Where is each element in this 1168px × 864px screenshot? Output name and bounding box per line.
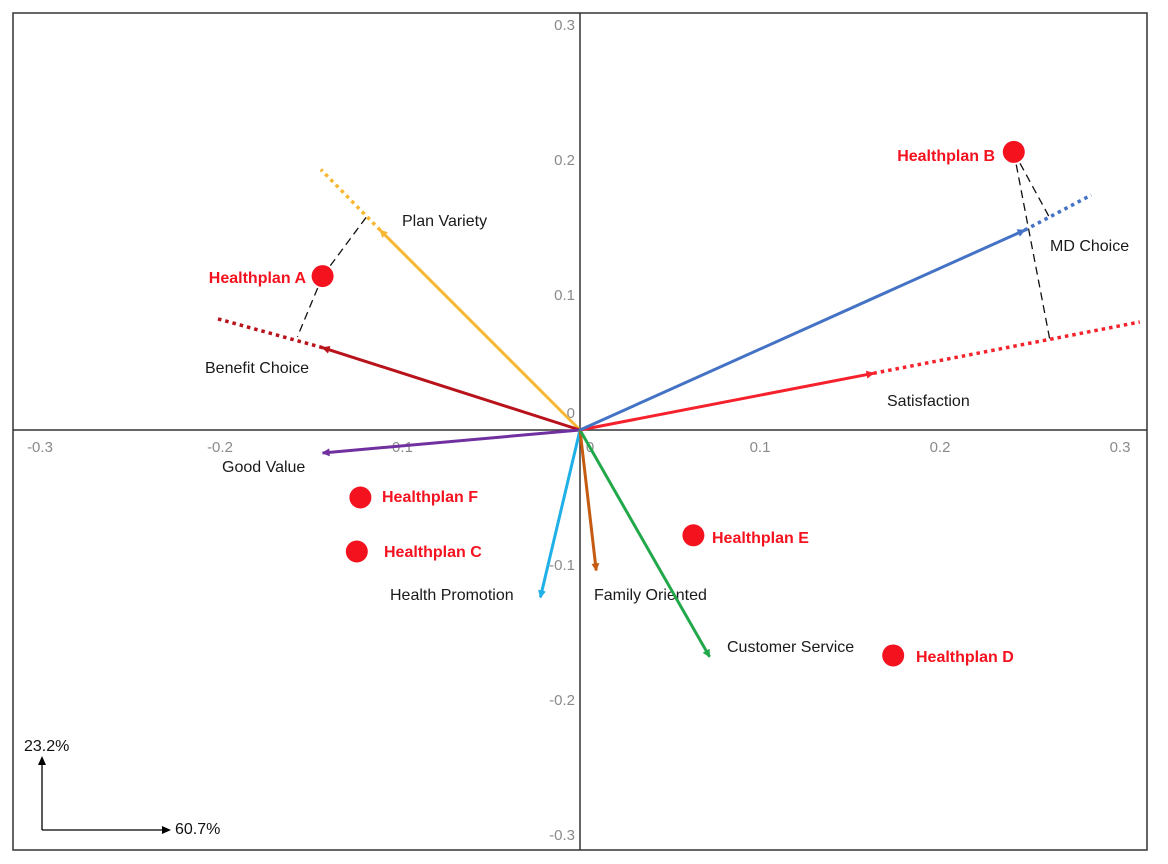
benefit-choice-extension: [214, 316, 324, 350]
x-tick-label: 0.1: [750, 439, 771, 456]
plan-variety-extension: [319, 168, 382, 232]
satisfaction-extension: [873, 320, 1141, 376]
x-tick-label: -0.3: [27, 439, 53, 456]
x-tick-label: -0.2: [207, 439, 233, 456]
healthplan-e-label: Healthplan E: [712, 530, 809, 547]
y-tick-label: 0.2: [554, 152, 575, 169]
healthplan-d-label: Healthplan D: [916, 649, 1014, 666]
healthplan-a-point: [311, 265, 334, 288]
healthplan-a-label: Healthplan A: [209, 270, 307, 287]
customer-service-vector: [578, 429, 711, 658]
benefit-choice-vector: [321, 345, 581, 432]
x-variance-label: 60.7%: [175, 821, 220, 838]
md-choice-label: MD Choice: [1050, 238, 1129, 255]
y-tick-label: -0.3: [549, 827, 575, 844]
family-oriented-label: Family Oriented: [594, 587, 707, 604]
healthplan-b-label: Healthplan B: [897, 148, 995, 165]
projection-line: [1013, 151, 1051, 340]
y-tick-label: -0.1: [549, 557, 575, 574]
y-variance-label: 23.2%: [24, 738, 69, 755]
plan-variety-vector: [379, 229, 582, 432]
projection-line: [322, 214, 369, 277]
healthplan-c-label: Healthplan C: [384, 544, 482, 561]
variance-scale: 23.2% 60.7%: [24, 738, 220, 838]
satisfaction-vector: [579, 370, 875, 432]
md-choice-extension: [1023, 193, 1093, 232]
x-tick-label: 0.3: [1110, 439, 1131, 456]
projection-line: [296, 275, 324, 338]
y-tick-label: -0.2: [549, 692, 575, 709]
plan-variety-label: Plan Variety: [402, 213, 487, 230]
health-promotion-label: Health Promotion: [390, 587, 514, 604]
benefit-choice-label: Benefit Choice: [205, 360, 309, 377]
y-variance-arrowhead: [38, 756, 46, 765]
good-value-label: Good Value: [222, 459, 305, 476]
family-oriented-vector: [578, 429, 600, 572]
healthplan-b-point: [1002, 140, 1025, 163]
projection-line: [1013, 151, 1051, 219]
healthplan-e-point: [682, 524, 705, 547]
healthplan-c-point: [345, 540, 368, 563]
healthplan-f-point: [349, 486, 372, 509]
y-tick-label: 0: [567, 405, 575, 422]
x-variance-arrowhead: [162, 826, 171, 834]
y-tick-label: 0.1: [554, 287, 575, 304]
customer-service-label: Customer Service: [727, 639, 854, 656]
x-tick-label: 0.2: [930, 439, 951, 456]
y-tick-label: 0.3: [554, 17, 575, 34]
healthplan-f-label: Healthplan F: [382, 489, 478, 506]
md-choice-vector: [579, 228, 1026, 432]
healthplan-d-point: [882, 644, 905, 667]
good-value-vector: [321, 428, 581, 457]
satisfaction-label: Satisfaction: [887, 393, 970, 410]
health-promotion-vector: [538, 429, 582, 599]
